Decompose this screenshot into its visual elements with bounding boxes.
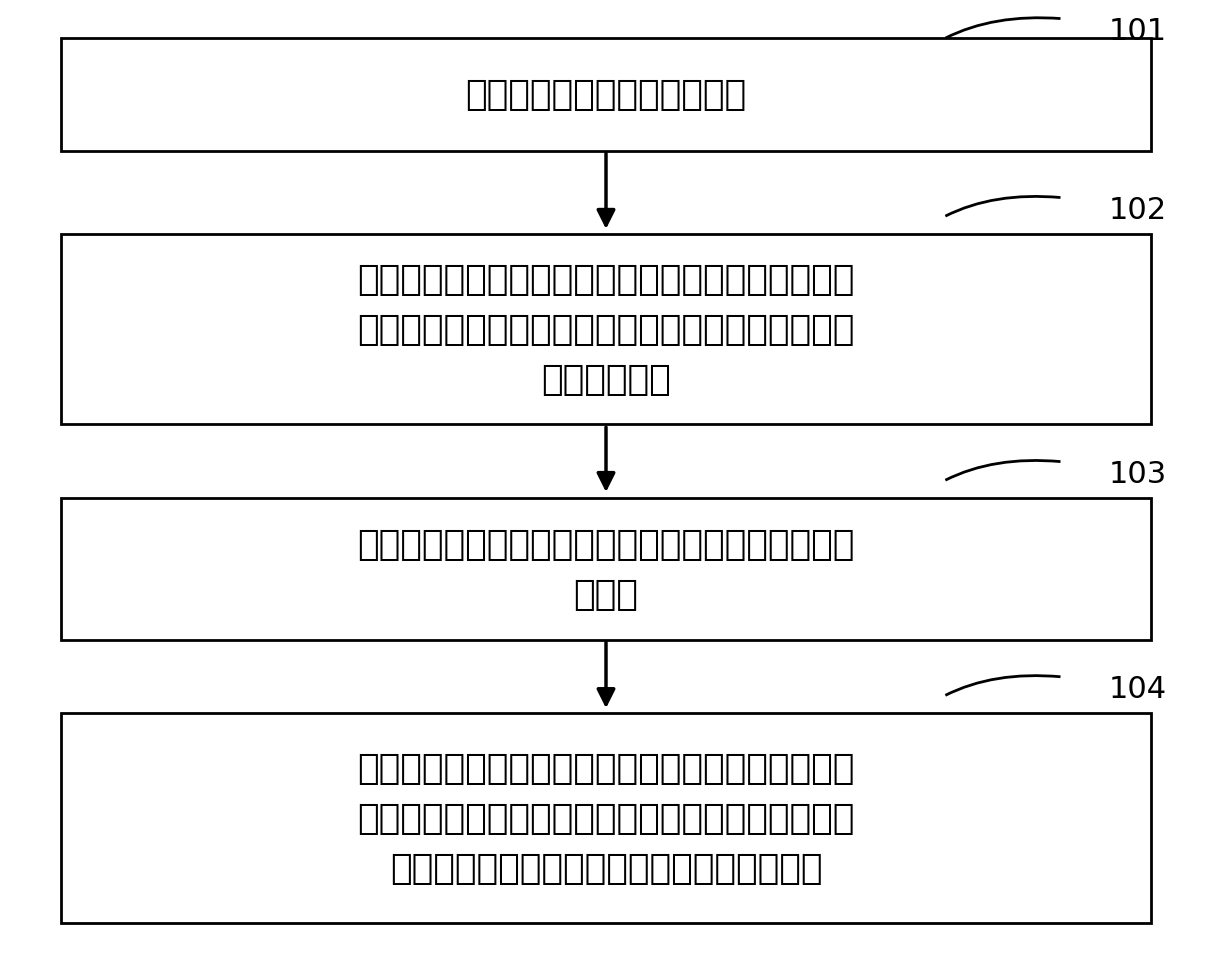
Bar [61, 39, 1151, 151]
Bar [61, 234, 1151, 425]
Bar [61, 713, 1151, 923]
Text: 101: 101 [1109, 17, 1167, 46]
Text: 104: 104 [1109, 674, 1167, 703]
Text: 102: 102 [1109, 195, 1167, 225]
Bar [61, 498, 1151, 640]
Text: 若触发了传感器控制指令，降低传感器的供电电压，
并将与传感器连接的一个数据传输引脚的工作模式配
置为中断模式: 若触发了传感器控制指令，降低传感器的供电电压， 并将与传感器连接的一个数据传输引… [358, 263, 854, 397]
Text: 检测配置为中断模式的数据传输引脚上是否有中断信
号输入: 检测配置为中断模式的数据传输引脚上是否有中断信 号输入 [358, 527, 854, 612]
Text: 103: 103 [1109, 459, 1167, 488]
Text: 检测是否触发传感器控制指令: 检测是否触发传感器控制指令 [465, 78, 747, 112]
Text: 若数据传输引脚上有中断信号输入，升高传感器的供
电电压，并将数据传输引脚的工作模式配置为数据传
输模式，以使传感器与电子设备进行数据传输: 若数据传输引脚上有中断信号输入，升高传感器的供 电电压，并将数据传输引脚的工作模… [358, 751, 854, 885]
